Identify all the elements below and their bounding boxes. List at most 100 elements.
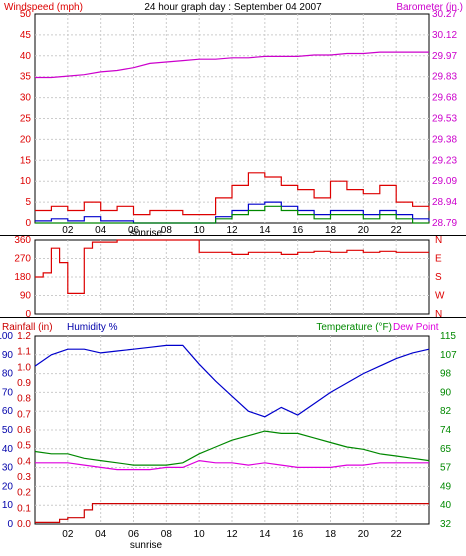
axis-tick-label: 0.7 [17,409,31,420]
axis-tick-label: 70 [2,387,14,398]
x-tick-label: 14 [259,225,271,236]
axis-tick-label: 0.3 [17,472,31,483]
axis-tick-label: 98 [440,369,452,380]
x-tick-label: 14 [259,529,271,540]
axis-tick-label: 30 [20,93,32,104]
axis-tick-label: 1.1 [17,347,31,358]
x-tick-label: 08 [161,225,173,236]
sunrise-marker: sunrise [130,540,163,551]
axis-tick-label: 82 [440,406,452,417]
chart-title: 24 hour graph day : September 04 2007 [144,2,322,13]
axis-tick-label: 10 [2,500,14,511]
axis-tick-label: W [435,291,445,302]
axis-tick-label: 0.2 [17,488,31,499]
axis-tick-label: 0 [7,519,13,530]
axis-tick-label: 270 [14,254,31,265]
x-tick-label: 04 [95,225,107,236]
axis-tick-label: 29.09 [432,176,457,187]
axis-tick-label: 107 [440,350,457,361]
axis-tick-label: 15 [20,155,32,166]
axis-tick-label: 35 [20,72,32,83]
x-tick-label: 06 [128,529,140,540]
axis-tick-label: 0.8 [17,394,31,405]
x-tick-label: 08 [161,529,173,540]
axis-tick-label: 57 [440,463,452,474]
x-tick-label: 02 [62,225,74,236]
axis-tick-label: 50 [20,9,32,20]
series-line [34,344,430,418]
axis-tick-label: 90 [2,350,14,361]
windspeed-axis-label: Windspeed (mph) [4,2,83,13]
axis-tick-label: 60 [2,406,14,417]
x-tick-label: 10 [194,529,206,540]
axis-tick-label: 29.38 [432,134,457,145]
x-tick-label: 04 [95,529,107,540]
axis-tick-label: 0.9 [17,378,31,389]
sunrise-marker: sunrise [130,228,163,239]
x-tick-label: 02 [62,529,74,540]
axis-tick-label: 0.5 [17,441,31,452]
axis-tick-label: 90 [440,387,452,398]
axis-tick-label: 29.53 [432,114,457,125]
axis-tick-label: 40 [2,444,14,455]
axis-tick-label: 20 [2,481,14,492]
axis-tick-label: 40 [440,500,452,511]
axis-tick-label: 29.68 [432,93,457,104]
axis-tick-label: 65 [440,444,452,455]
humidity-series [34,344,430,523]
axis-tick-label: 115 [440,331,456,342]
axis-tick-label: 30.27 [432,9,457,20]
x-tick-label: 18 [325,529,337,540]
rainfall-axis-label: Rainfall (in) [2,322,53,333]
axis-tick-label: 80 [2,369,14,380]
series-line [34,430,430,466]
x-tick-label: 22 [391,225,403,236]
x-tick-label: 12 [226,225,238,236]
series-line [35,51,429,79]
x-tick-label: 18 [325,225,337,236]
temperature-axis-label: Temperature (°F) [316,322,392,333]
axis-tick-label: 28.94 [432,197,457,208]
axis-tick-label: 0 [25,218,31,229]
axis-tick-label: 25 [20,114,32,125]
axis-tick-label: 28.79 [432,218,457,229]
x-tick-label: 20 [358,529,370,540]
panel-divider [0,235,466,236]
series-line [35,459,429,471]
axis-tick-label: 1.2 [17,331,31,342]
axis-tick-label: 10 [20,176,32,187]
axis-tick-label: 29.83 [432,72,457,83]
x-tick-label: 12 [226,529,238,540]
axis-tick-label: 0.4 [17,456,31,467]
axis-tick-label: 0.1 [17,503,31,514]
barometer-axis-label: Barometer (in.) [396,2,463,13]
series-line [35,172,430,216]
axis-tick-label: 29.97 [432,51,457,62]
x-tick-label: 06 [128,225,140,236]
axis-tick-label: 90 [20,291,32,302]
axis-tick-label: 0.6 [17,425,31,436]
axis-tick-label: 29.23 [432,155,457,166]
axis-tick-label: 0.0 [17,519,31,530]
axis-tick-label: 50 [2,425,14,436]
axis-tick-label: 20 [20,134,32,145]
series-line [35,503,429,523]
series-line [35,205,429,224]
axis-tick-label: 5 [25,197,31,208]
x-tick-label: 20 [358,225,370,236]
axis-tick-label: 30.12 [432,30,457,41]
humidity-axis-label: Humidity % [67,322,118,333]
wind-gridlines [35,14,429,223]
axis-tick-label: 74 [440,425,452,436]
axis-tick-label: 40 [20,51,32,62]
humidity-rainfall-ticks: 0 10 20 30 40 50 60 70 80 90 100 0.0 0.1 0.2 0.3 0.4 0.5… [0,331,31,530]
wind-x-ticks: 02 04 06 08 10 12 14 16 18 20 22 [62,225,402,236]
series-line [35,239,429,294]
x-tick-label: 16 [292,225,304,236]
humidity-gridlines [35,336,429,524]
axis-tick-label: 49 [440,481,452,492]
axis-tick-label: E [435,254,442,265]
x-tick-label: 22 [391,529,403,540]
axis-tick-label: 30 [2,463,14,474]
